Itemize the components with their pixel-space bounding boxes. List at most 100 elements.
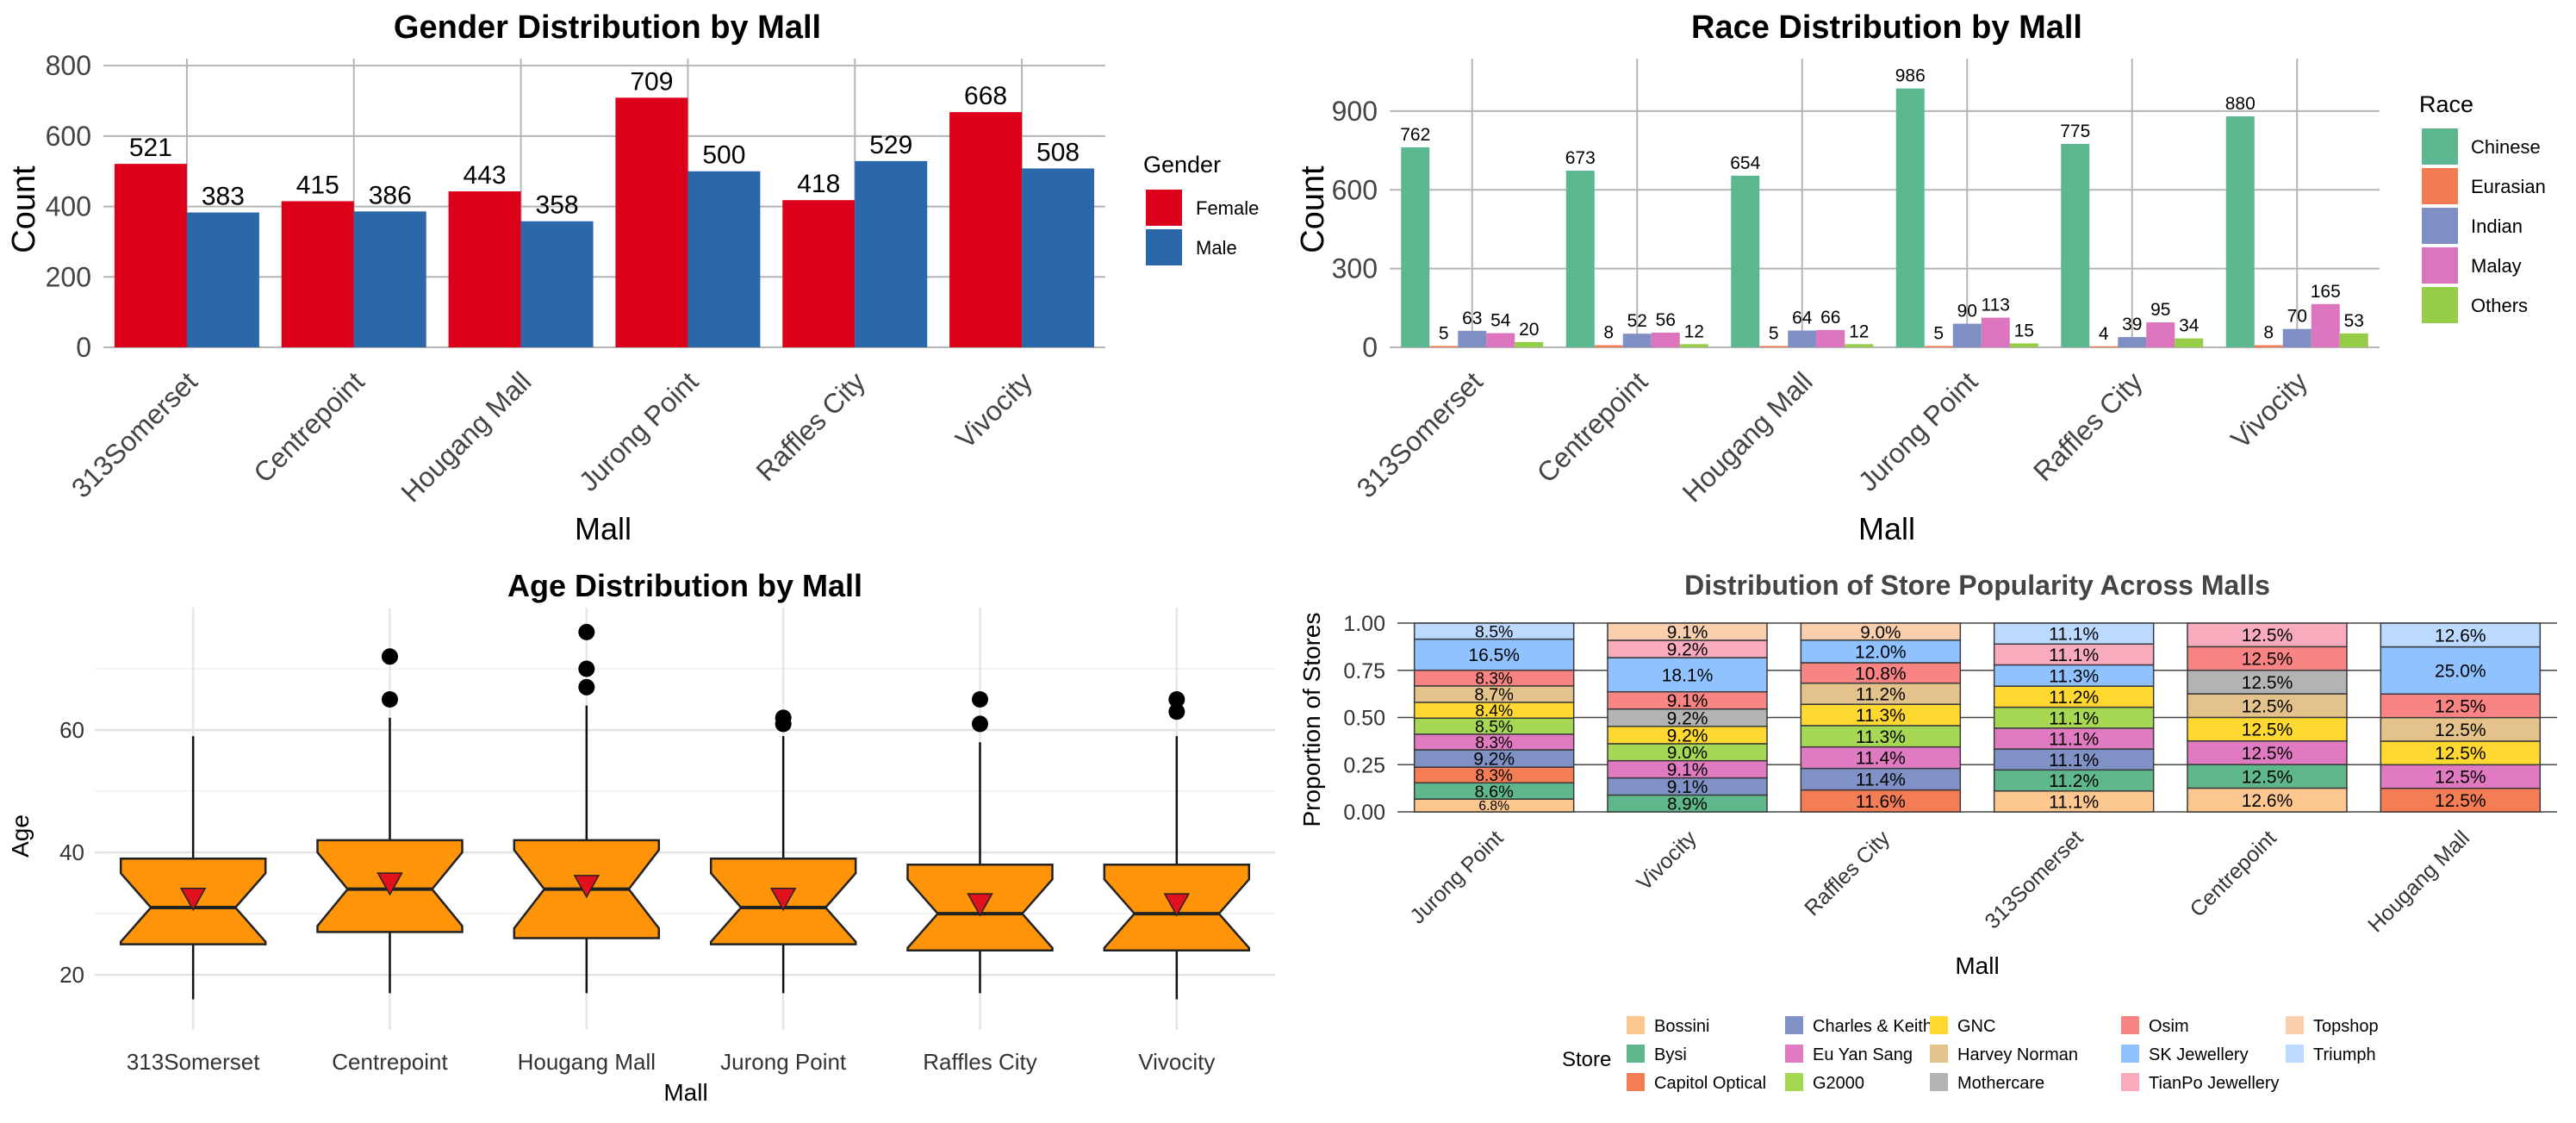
age-y-tick: 40 xyxy=(59,839,84,865)
store-segment-label: 18.1% xyxy=(1662,665,1714,685)
store-segment-label: 8.3% xyxy=(1475,767,1513,785)
race-bar-label: 762 xyxy=(1400,125,1430,145)
race-bar-label: 12 xyxy=(1684,321,1704,341)
race-y-tick: 600 xyxy=(1332,174,1378,205)
store-segment xyxy=(2380,646,2542,696)
gender-legend-label: Male xyxy=(1196,237,1237,259)
age-x-tick: Jurong Point xyxy=(720,1049,847,1075)
gender-bar-label: 443 xyxy=(464,161,507,190)
race-bar-label: 4 xyxy=(2099,324,2109,344)
race-x-axis-label: Mall xyxy=(1858,511,1915,546)
age-mean-marker xyxy=(573,875,600,899)
race-bar-malay xyxy=(1486,333,1515,347)
store-segment-label: 12.6% xyxy=(2435,626,2486,646)
race-bar-eurasian xyxy=(2254,345,2283,347)
age-outlier-point xyxy=(382,691,398,708)
race-bar-malay xyxy=(1981,317,2010,347)
store-segment xyxy=(1993,622,2155,645)
race-bar-label: 8 xyxy=(1603,323,1614,343)
age-outlier-point xyxy=(1168,703,1185,721)
store-segment-label: 12.5% xyxy=(2242,673,2293,693)
race-bar-label: 8 xyxy=(2263,323,2274,343)
gender-y-tick: 0 xyxy=(76,332,91,363)
store-segment-label: 9.0% xyxy=(1667,743,1708,763)
gender-bar-label: 709 xyxy=(630,67,673,96)
gender-bar-label: 508 xyxy=(1036,138,1080,166)
age-outlier-point xyxy=(1168,691,1185,708)
store-segment-label: 9.1% xyxy=(1667,622,1708,642)
store-legend-label: Mothercare xyxy=(1957,1074,2044,1093)
gender-legend-swatch-male xyxy=(1146,229,1182,265)
store-segment xyxy=(1413,638,1575,671)
age-mean-marker xyxy=(179,887,207,912)
age-chart-title: Age Distribution by Mall xyxy=(507,568,862,603)
store-segment-label: 12.5% xyxy=(2242,767,2293,787)
store-legend-swatch xyxy=(1627,1045,1645,1063)
race-bar-label: 34 xyxy=(2179,316,2200,336)
store-segment-label: 9.2% xyxy=(1667,726,1708,746)
race-bar-malay xyxy=(1816,329,1845,347)
gender-legend-swatch-female xyxy=(1146,190,1182,226)
store-legend-swatch xyxy=(2121,1073,2139,1091)
store-segment-label: 9.2% xyxy=(1667,708,1708,728)
store-segment-label: 10.8% xyxy=(1855,664,1907,683)
store-legend-label: Bysi xyxy=(1654,1045,1687,1064)
gender-bar-label: 415 xyxy=(296,171,339,199)
store-legend-swatch xyxy=(1627,1073,1645,1091)
store-segment-label: 12.5% xyxy=(2435,744,2486,764)
race-bar-chinese xyxy=(2225,116,2255,347)
race-legend-title: Race xyxy=(2419,91,2473,117)
race-bar-malay xyxy=(2146,322,2175,347)
store-segment-label: 12.5% xyxy=(2242,744,2293,764)
gender-chart-title: Gender Distribution by Mall xyxy=(394,9,821,46)
race-bar-indian xyxy=(1458,330,1487,347)
race-bar-label: 56 xyxy=(1656,310,1676,330)
race-bar-indian xyxy=(1622,334,1652,347)
gender-legend-label: Female xyxy=(1196,197,1259,219)
race-legend-swatch-others xyxy=(2422,287,2458,323)
race-bar-label: 880 xyxy=(2225,94,2256,114)
gender-bar-label: 668 xyxy=(964,82,1007,110)
store-segment-label: 11.1% xyxy=(2049,792,2099,812)
age-outlier-point xyxy=(972,715,988,733)
store-legend-label: Triumph xyxy=(2313,1045,2376,1064)
age-outlier-point xyxy=(775,709,792,727)
race-legend-label: Eurasian xyxy=(2471,176,2546,197)
gender-bars: 521 383 415 386 443 358 709 500 418 529 668 508 xyxy=(114,67,1095,347)
store-legend-label: Charles & Keith xyxy=(1813,1017,1932,1036)
store-x-axis-label: Mall xyxy=(1955,952,1999,979)
store-segment xyxy=(1993,727,2155,750)
store-segment-label: 9.1% xyxy=(1667,777,1708,797)
store-chart-title: Distribution of Store Popularity Across … xyxy=(1684,570,2270,601)
store-legend-label: Topshop xyxy=(2313,1017,2379,1036)
store-grid xyxy=(1397,622,2557,813)
race-bar-others xyxy=(2175,338,2204,347)
race-bar-label: 5 xyxy=(1933,323,1944,343)
age-outlier-point xyxy=(578,660,595,677)
race-y-axis-label: Count xyxy=(1295,165,1331,253)
gender-bar-label: 418 xyxy=(797,170,840,198)
race-chart-title: Race Distribution by Mall xyxy=(1691,9,2082,46)
race-bar-label: 63 xyxy=(1462,309,1482,328)
store-segment xyxy=(2187,669,2348,695)
store-bars: 6.8%8.6%8.3%9.2%8.3%8.5%8.4%8.7%8.3%16.5… xyxy=(1413,622,2542,814)
store-segment-label: 11.1% xyxy=(2049,708,2099,728)
store-segment-label: 12.5% xyxy=(2435,696,2486,716)
store-legend-label: GNC xyxy=(1957,1017,1995,1036)
store-legend-swatch xyxy=(1930,1016,1948,1034)
store-segment xyxy=(2187,787,2348,813)
race-bar-label: 20 xyxy=(1519,320,1539,340)
race-bar-chinese xyxy=(1731,175,1760,347)
gender-y-tick: 600 xyxy=(46,121,91,152)
store-segment-label: 12.5% xyxy=(2242,696,2293,716)
race-bar-others xyxy=(2009,343,2038,347)
gender-bar-male xyxy=(520,221,594,347)
store-segment-label: 12.5% xyxy=(2242,650,2293,670)
race-legend-label: Others xyxy=(2471,295,2528,316)
race-bar-label: 12 xyxy=(1849,321,1869,341)
store-segment-label: 9.1% xyxy=(1667,691,1708,711)
store-segment-label: 11.3% xyxy=(1856,727,1906,747)
store-legend: Store Bossini Bysi Capitol Optical Charles … xyxy=(1562,1016,2379,1093)
